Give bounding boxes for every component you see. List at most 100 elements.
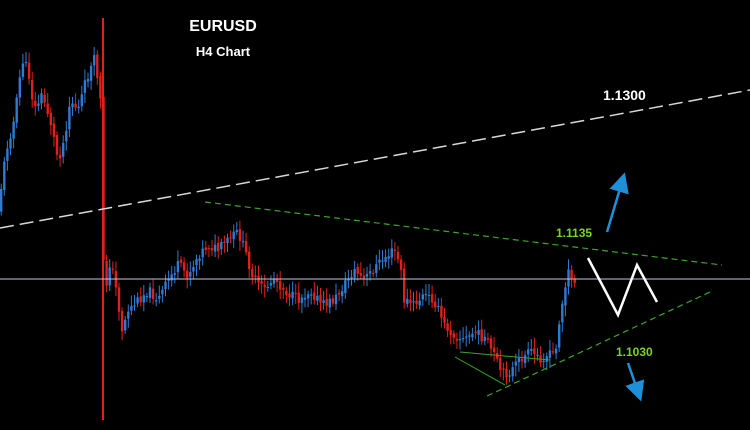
candle-body-141 bbox=[437, 305, 440, 308]
candle-body-46 bbox=[142, 295, 145, 303]
candle-body-124 bbox=[384, 256, 387, 262]
candle-body-137 bbox=[424, 294, 428, 296]
candle-body-99 bbox=[306, 294, 310, 299]
candle-body-106 bbox=[328, 298, 331, 308]
candle-body-53 bbox=[164, 281, 167, 290]
candle-body-74 bbox=[229, 237, 232, 239]
candle-body-51 bbox=[158, 295, 161, 299]
candle-body-54 bbox=[167, 278, 170, 281]
candle-body-147 bbox=[455, 338, 459, 341]
candle-body-32 bbox=[99, 76, 102, 99]
candle-body-27 bbox=[83, 80, 87, 93]
level-label-1-1300: 1.1300 bbox=[603, 87, 646, 103]
candle-body-129 bbox=[399, 259, 403, 271]
candle-body-43 bbox=[133, 305, 136, 307]
candle-body-56 bbox=[173, 273, 176, 275]
candlestick-series bbox=[0, 18, 576, 420]
candle-body-127 bbox=[393, 249, 397, 252]
candle-body-148 bbox=[458, 339, 462, 341]
candle-body-55 bbox=[170, 274, 173, 281]
candle-body-2 bbox=[6, 148, 9, 161]
candle-body-132 bbox=[409, 299, 412, 304]
candle-body-42 bbox=[130, 305, 133, 311]
candle-body-176 bbox=[545, 356, 548, 362]
candle-body-182 bbox=[564, 287, 567, 306]
level-label-1-1135: 1.1135 bbox=[556, 226, 592, 240]
candle-body-89 bbox=[275, 278, 279, 283]
candle-body-6 bbox=[18, 77, 21, 98]
candle-body-165 bbox=[511, 367, 514, 377]
candle-body-8 bbox=[24, 61, 28, 64]
candle-body-38 bbox=[117, 287, 121, 312]
candle-body-130 bbox=[403, 268, 406, 303]
candle-body-95 bbox=[294, 292, 297, 295]
candle-body-172 bbox=[533, 348, 536, 355]
candle-body-158 bbox=[489, 338, 493, 349]
candle-body-85 bbox=[263, 285, 266, 288]
candle-body-102 bbox=[316, 295, 319, 301]
candle-body-68 bbox=[210, 248, 214, 251]
candle-body-114 bbox=[353, 268, 356, 278]
candle-body-23 bbox=[71, 103, 74, 108]
candle-body-142 bbox=[440, 305, 443, 318]
candle-body-3 bbox=[9, 138, 12, 149]
candle-body-119 bbox=[368, 271, 372, 274]
candle-body-91 bbox=[282, 287, 285, 290]
candle-body-135 bbox=[418, 300, 421, 306]
candle-body-13 bbox=[40, 93, 43, 104]
candle-body-90 bbox=[279, 281, 282, 290]
candle-body-36 bbox=[111, 268, 114, 270]
candle-body-167 bbox=[517, 357, 521, 363]
candle-body-65 bbox=[201, 248, 204, 258]
candle-body-21 bbox=[65, 130, 68, 142]
candle-body-131 bbox=[406, 298, 409, 305]
candle-body-1 bbox=[3, 161, 6, 191]
chart-title: EURUSD bbox=[189, 18, 257, 35]
candle-body-59 bbox=[182, 262, 186, 271]
candle-body-58 bbox=[179, 259, 183, 263]
candle-body-11 bbox=[34, 100, 37, 106]
candle-body-153 bbox=[474, 331, 477, 334]
candle-body-41 bbox=[127, 311, 130, 319]
candle-body-163 bbox=[505, 368, 508, 378]
candle-body-78 bbox=[241, 241, 245, 243]
candle-body-109 bbox=[337, 292, 341, 295]
candle-body-73 bbox=[226, 237, 229, 244]
candle-body-181 bbox=[561, 303, 564, 323]
candle-body-31 bbox=[96, 54, 99, 78]
candle-body-29 bbox=[89, 65, 93, 81]
candle-body-154 bbox=[477, 330, 480, 335]
candle-body-121 bbox=[375, 264, 378, 274]
candle-body-162 bbox=[502, 368, 505, 370]
candle-body-44 bbox=[136, 297, 139, 304]
upper-triangle-trendline bbox=[204, 201, 723, 266]
candle-body-175 bbox=[542, 360, 545, 363]
candle-body-61 bbox=[189, 272, 192, 277]
candle-body-161 bbox=[499, 357, 502, 370]
bearish-breakout-arrow bbox=[625, 362, 645, 402]
candle-body-138 bbox=[427, 294, 431, 297]
candle-body-164 bbox=[508, 375, 511, 377]
candle-body-16 bbox=[49, 112, 52, 126]
candle-body-183 bbox=[567, 269, 570, 287]
candle-body-123 bbox=[381, 260, 384, 262]
candle-body-120 bbox=[372, 272, 375, 275]
candle-body-19 bbox=[58, 154, 62, 159]
small-converging-trendline-b bbox=[459, 351, 551, 361]
candle-body-179 bbox=[554, 348, 558, 354]
candle-body-168 bbox=[520, 358, 524, 362]
candle-body-118 bbox=[365, 273, 369, 277]
candle-body-169 bbox=[523, 355, 527, 364]
candle-body-144 bbox=[446, 323, 449, 331]
candle-body-116 bbox=[359, 272, 362, 276]
candle-body-52 bbox=[161, 289, 164, 295]
candle-body-112 bbox=[347, 279, 350, 281]
candle-body-50 bbox=[155, 300, 158, 302]
candle-body-22 bbox=[68, 106, 71, 130]
candle-body-71 bbox=[220, 242, 223, 250]
candle-body-0 bbox=[0, 188, 3, 212]
candle-body-111 bbox=[344, 280, 347, 294]
small-converging-trendline-a bbox=[454, 356, 506, 386]
